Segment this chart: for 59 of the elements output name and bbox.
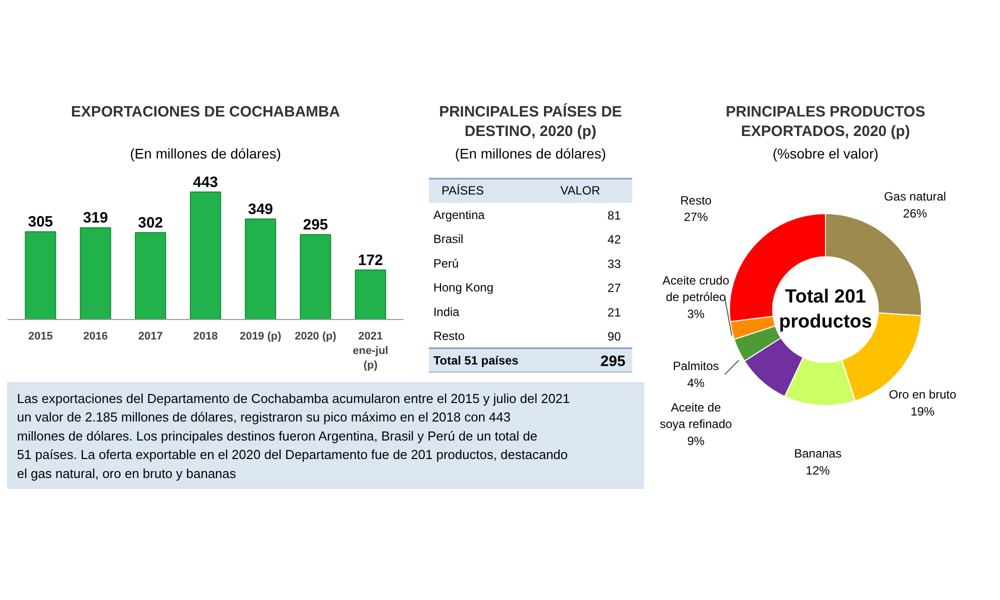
- x-tick-label: 2016: [83, 330, 108, 342]
- category-label: Brasil: [433, 232, 464, 246]
- data-label: 295: [302, 216, 328, 234]
- bar: [80, 227, 112, 320]
- data-label: 443: [192, 174, 218, 191]
- category-label: Resto: [433, 329, 465, 344]
- slice-label: Resto: [680, 193, 712, 208]
- data-label: 302: [138, 214, 164, 232]
- text: Total 201 productos: [779, 286, 872, 333]
- slice-label: Oro en bruto: [888, 388, 957, 402]
- bar: [300, 234, 332, 320]
- data-label: 90: [608, 330, 622, 344]
- text: 295: [600, 352, 626, 370]
- chart-subtitle: (%sobre el valor): [772, 145, 878, 162]
- category-label: India: [433, 304, 460, 319]
- slice-label: Aceite crudo de petróleo: [662, 273, 730, 304]
- bar: [244, 218, 276, 320]
- text: VALOR: [560, 184, 600, 198]
- data-label: 4%: [687, 376, 705, 390]
- slice-label: Aceite de soya refinado: [660, 400, 732, 432]
- data-label: 27%: [684, 210, 708, 224]
- data-label: 81: [608, 208, 622, 222]
- text: Las exportaciones del Departamento de Cochabamba acumularon entre el 2015 y julio del 2021 un valor de 2.185 millones de dólares, registraron su pico máximo en el 2018 con 443 millones de dólares. Los principales destinos fueron Argentina, Brasil y Perú de un total de 51 países. La oferta exportable en el 2020 del Departamento fue de 201 productos, destacando el gas natural, oro en bruto y bananas: [17, 390, 570, 481]
- data-label: 349: [248, 200, 274, 218]
- bar: [24, 231, 56, 320]
- slice-label: Palmitos: [672, 359, 719, 374]
- data-label: 9%: [687, 434, 705, 448]
- text: Total 51 países: [433, 353, 519, 368]
- slice-label: Gas natural: [884, 190, 946, 204]
- data-label: 42: [608, 232, 622, 247]
- x-tick-label: 2017: [138, 330, 163, 342]
- data-label: 305: [28, 214, 54, 231]
- chart-title: PRINCIPALES PRODUCTOS EXPORTADOS, 2020 (p): [726, 104, 926, 140]
- bar: [134, 232, 166, 320]
- chart-title: EXPORTACIONES DE COCHABAMBA: [71, 104, 340, 121]
- data-label: 21: [608, 305, 622, 320]
- category-label: Argentina: [433, 208, 486, 222]
- x-tick-label: 2021 ene-jul (p): [352, 330, 388, 372]
- slice-label: Bananas: [794, 446, 842, 461]
- data-label: 19%: [910, 404, 935, 419]
- x-tick-label: 2015: [28, 330, 53, 342]
- x-tick-label: 2020 (p): [294, 330, 337, 342]
- chart-subtitle: (En millones de dólares): [130, 145, 281, 162]
- data-label: 33: [608, 256, 622, 271]
- data-label: 26%: [903, 206, 928, 221]
- text: PRINCIPALES PAÍSES DE DESTINO, 2020 (p): [439, 102, 622, 140]
- data-label: 319: [82, 210, 108, 227]
- data-label: 27: [608, 281, 622, 296]
- x-tick-label: 2018: [193, 330, 218, 342]
- data-label: 172: [358, 252, 384, 269]
- x-tick-label: 2019 (p): [240, 330, 282, 342]
- text: PAÍSES: [441, 184, 484, 198]
- data-label: 3%: [687, 306, 705, 321]
- category-label: Perú: [433, 256, 459, 270]
- category-label: Hong Kong: [433, 280, 494, 295]
- bar: [190, 192, 222, 320]
- bar: [354, 269, 386, 320]
- text: (En millones de dólares): [455, 145, 606, 162]
- data-label: 12%: [806, 463, 830, 478]
